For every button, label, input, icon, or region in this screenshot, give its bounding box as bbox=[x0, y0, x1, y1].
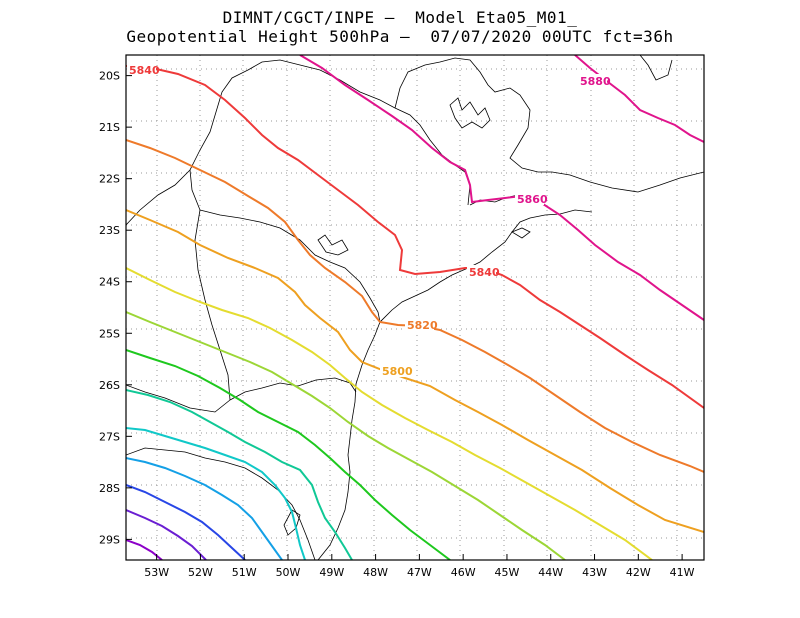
coastline-and-borders bbox=[126, 55, 704, 560]
x-tick-label: 41W bbox=[670, 566, 695, 579]
contour-5820 bbox=[126, 139, 704, 473]
state-border-east bbox=[639, 55, 673, 81]
contour-label: 5840 bbox=[469, 266, 500, 279]
x-tick-label: 53W bbox=[144, 566, 169, 579]
river-parana bbox=[194, 209, 231, 401]
contour-5740 bbox=[126, 349, 451, 560]
contour-label: 5840 bbox=[129, 64, 160, 77]
y-tick-label: 20S bbox=[99, 70, 120, 83]
state-border-sc-rs bbox=[126, 447, 316, 560]
x-tick-label: 46W bbox=[451, 566, 476, 579]
title-line-2: Geopotential Height 500hPa – 07/07/2020 … bbox=[126, 27, 674, 46]
y-axis: 20S 21S 22S 23S 24S 25S 26S 27S 28S 29S bbox=[99, 70, 132, 546]
contour-5840 bbox=[126, 65, 704, 409]
island bbox=[511, 227, 531, 239]
contour-5720 bbox=[126, 389, 353, 560]
lake-network bbox=[449, 97, 491, 129]
contour-label-group: 5840 5880 5860 5840 5820 5800 bbox=[127, 63, 611, 378]
y-tick-label: 29S bbox=[99, 533, 120, 546]
graticule bbox=[126, 55, 704, 560]
y-tick-label: 25S bbox=[99, 327, 120, 340]
state-border-parana-sp bbox=[199, 209, 381, 323]
contour-label: 5860 bbox=[517, 193, 548, 206]
y-tick-label: 23S bbox=[99, 224, 120, 237]
y-tick-label: 24S bbox=[99, 276, 120, 289]
y-tick-label: 22S bbox=[99, 173, 120, 186]
contour-5660 bbox=[126, 484, 246, 560]
state-border-ne bbox=[394, 57, 704, 193]
reservoir bbox=[317, 234, 349, 256]
contour-5760 bbox=[126, 311, 566, 560]
x-tick-label: 51W bbox=[232, 566, 257, 579]
x-tick-label: 44W bbox=[538, 566, 563, 579]
x-tick-label: 45W bbox=[495, 566, 520, 579]
title-line-1: DIMNT/CGCT/INPE – Model Eta05_M01_ bbox=[222, 8, 578, 27]
x-tick-label: 42W bbox=[626, 566, 651, 579]
state-border-pr-sc bbox=[229, 377, 357, 401]
contour-5780 bbox=[126, 267, 653, 560]
x-tick-label: 48W bbox=[363, 566, 388, 579]
contour-5800 bbox=[126, 209, 704, 533]
contour-label: 5800 bbox=[382, 365, 413, 378]
x-tick-label: 49W bbox=[319, 566, 344, 579]
country-border-paraguay bbox=[126, 384, 231, 413]
coastline bbox=[317, 209, 593, 560]
contour-label: 5820 bbox=[407, 319, 438, 332]
y-tick-label: 28S bbox=[99, 482, 120, 495]
y-tick-label: 21S bbox=[99, 121, 120, 134]
contour-5640 bbox=[126, 509, 207, 560]
inland-lagoon bbox=[283, 509, 301, 536]
contour-5700 bbox=[126, 427, 306, 560]
y-tick-label: 27S bbox=[99, 430, 120, 443]
contour-5880-north bbox=[574, 55, 704, 143]
x-tick-label: 47W bbox=[407, 566, 432, 579]
y-tick-label: 26S bbox=[99, 379, 120, 392]
contour-label: 5880 bbox=[580, 75, 611, 88]
map-frame bbox=[125, 54, 705, 561]
contour-5880 bbox=[299, 55, 704, 321]
x-axis: 53W 52W 51W 50W 49W 48W 47W 46W 45W 44W 43W 42W 41W bbox=[144, 554, 695, 579]
x-tick-label: 43W bbox=[582, 566, 607, 579]
contour-5680 bbox=[126, 457, 283, 560]
country-border-west bbox=[126, 169, 191, 226]
contour-lines bbox=[126, 55, 704, 560]
x-tick-label: 50W bbox=[276, 566, 301, 579]
x-tick-label: 52W bbox=[188, 566, 213, 579]
